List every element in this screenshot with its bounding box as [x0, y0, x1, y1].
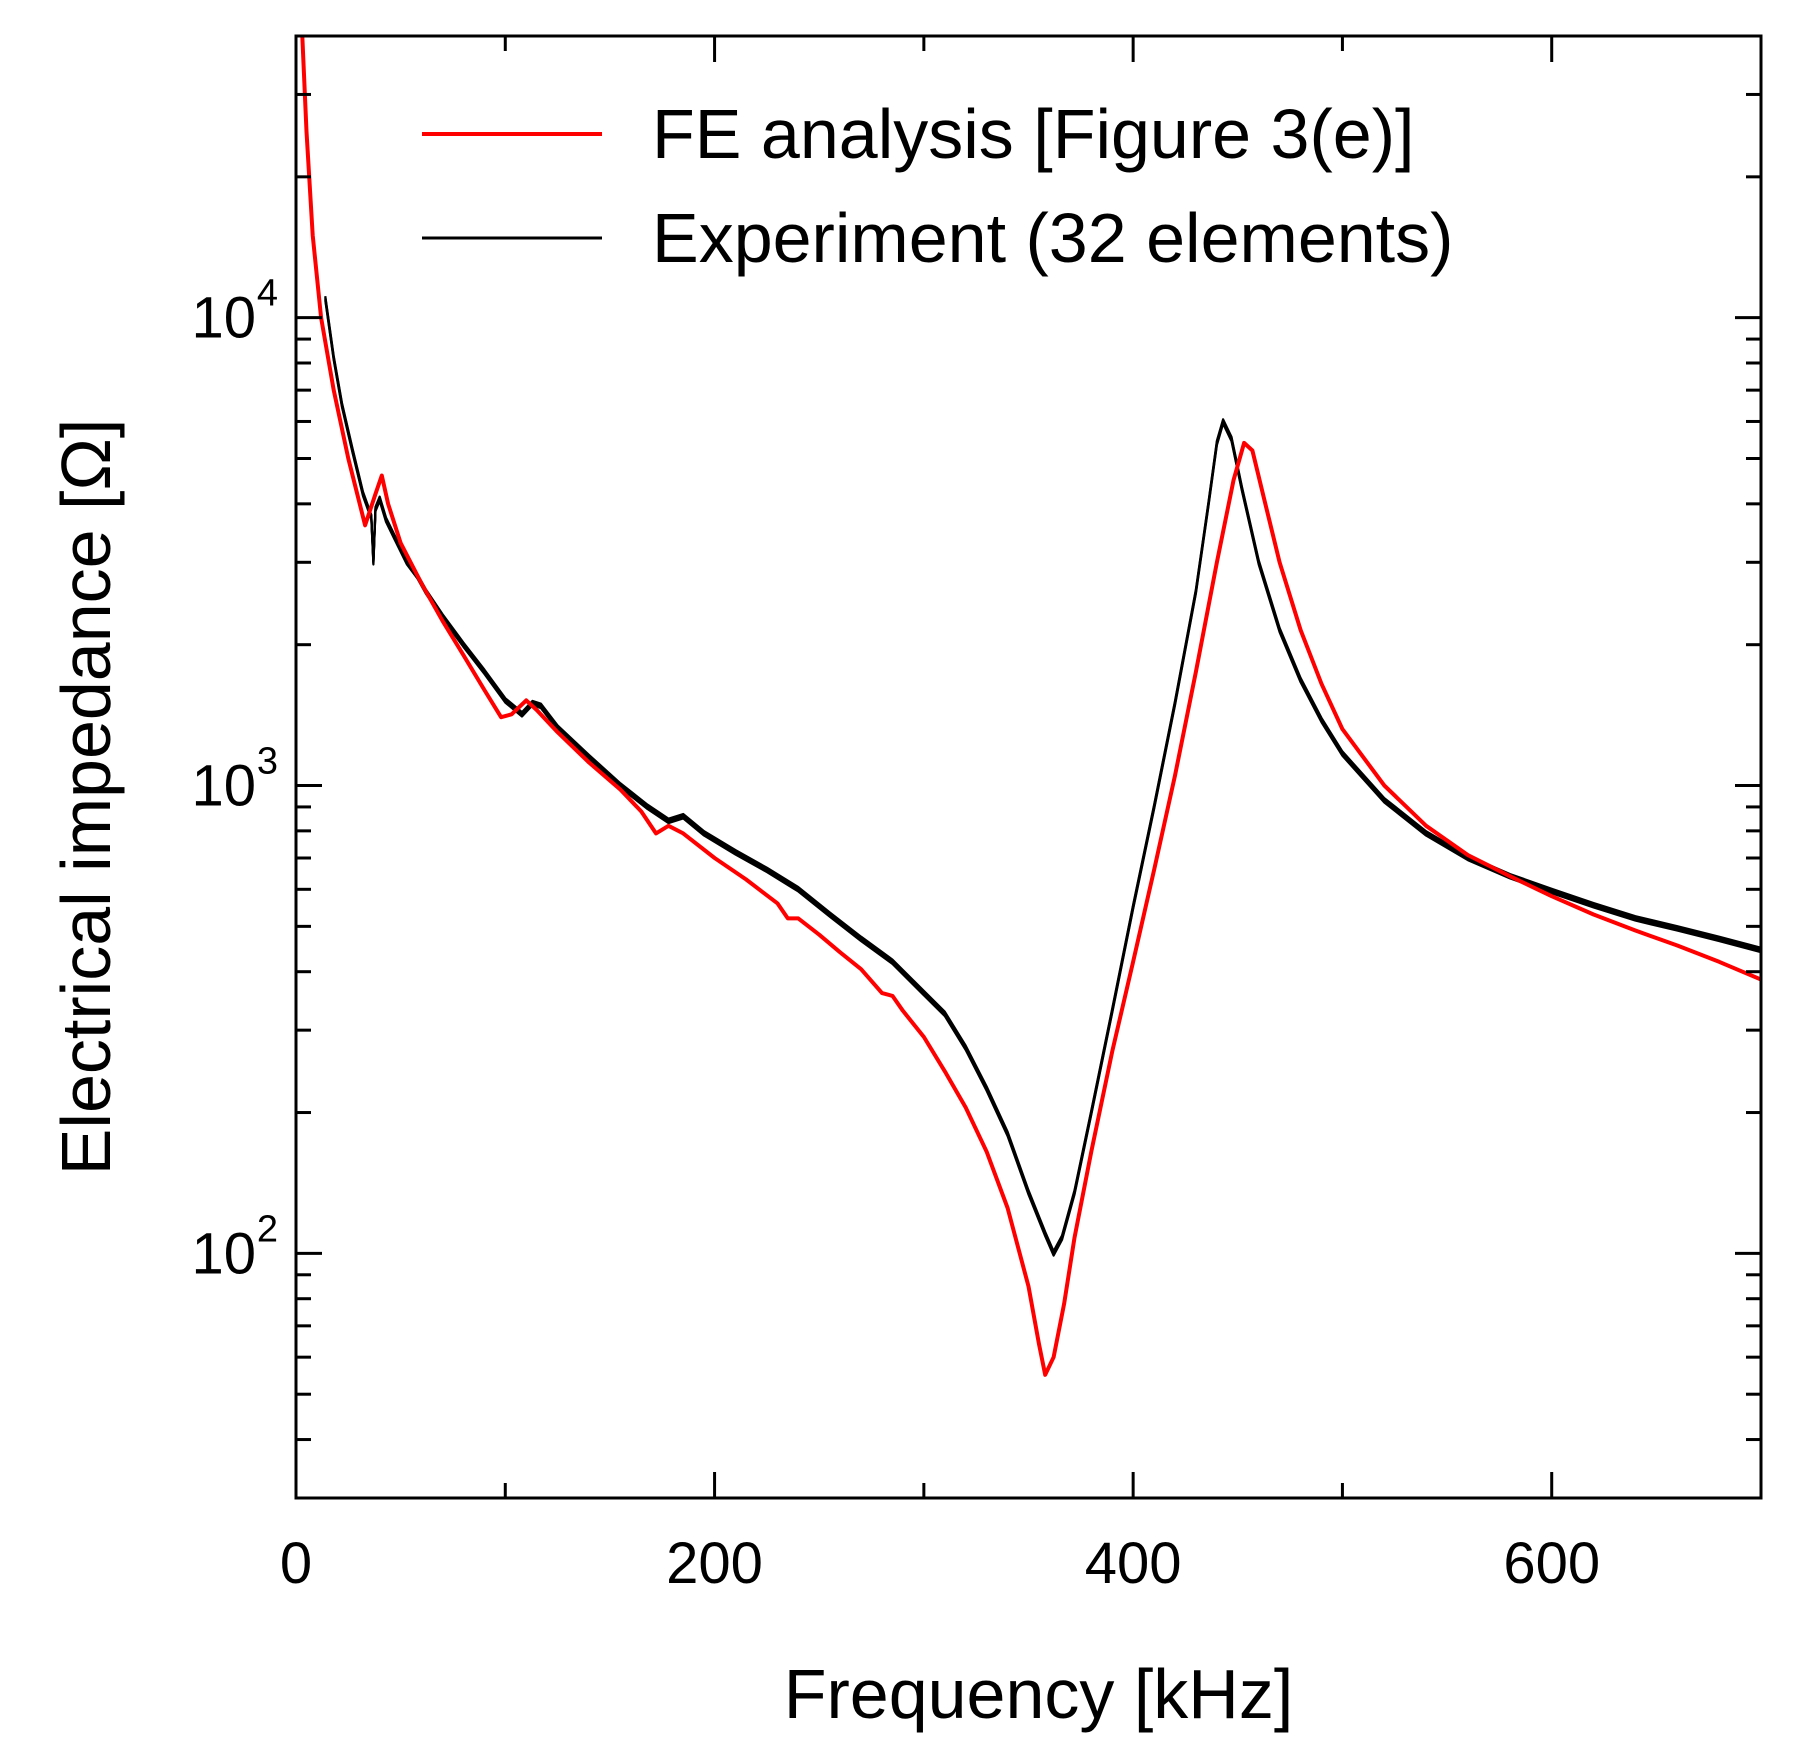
series-experiment-line: [324, 300, 1761, 1257]
x-axis-title: Frequency [kHz]: [784, 1655, 1294, 1733]
x-tick-label: 200: [666, 1531, 763, 1596]
plot-layer: [300, 36, 1761, 1377]
series-experiment-line: [324, 298, 1761, 1255]
series-fe-analysis-line: [300, 36, 1761, 1377]
y-tick-label: 10: [191, 286, 256, 351]
y-tick-exponent: 4: [257, 273, 278, 315]
legend: FE analysis [Figure 3(e)] Experiment (32 …: [422, 95, 1453, 277]
y-tick-exponent: 3: [257, 741, 278, 783]
x-tick-label: 0: [280, 1531, 312, 1596]
y-axis-title: Electrical impedance [Ω]: [47, 419, 125, 1176]
y-tick-label: 10: [191, 1221, 256, 1286]
series-experiment-line: [324, 295, 1761, 1253]
plot-frame: [294, 34, 1763, 1500]
y-tick-exponent: 2: [257, 1208, 278, 1250]
y-tick-label: 10: [191, 754, 256, 819]
legend-label: FE analysis [Figure 3(e)]: [652, 95, 1414, 173]
x-tick-label: 600: [1503, 1531, 1600, 1596]
x-tick-label: 400: [1085, 1531, 1182, 1596]
series-experiment-line: [324, 299, 1761, 1256]
legend-label: Experiment (32 elements): [652, 199, 1453, 277]
series-experiment-line: [324, 297, 1761, 1254]
